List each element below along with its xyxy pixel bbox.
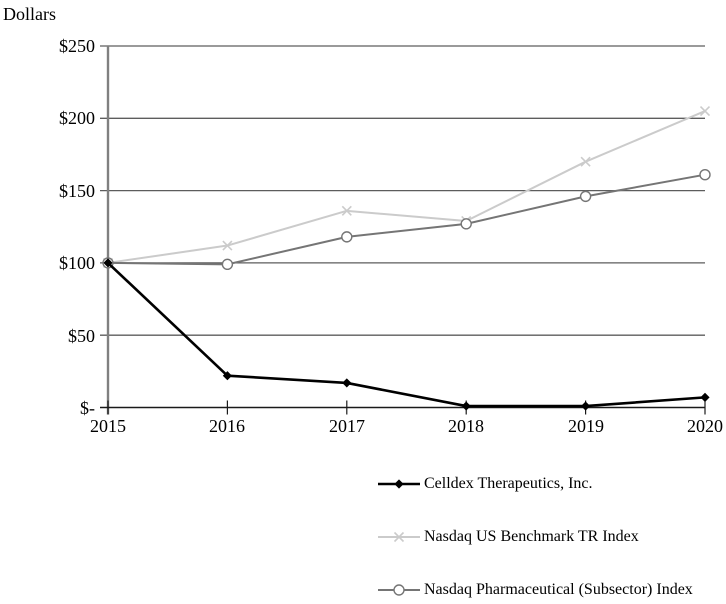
y-tick-label-250: $250 <box>59 36 95 56</box>
marker-circle <box>393 584 405 596</box>
y-tick-label-100: $100 <box>59 253 95 273</box>
marker-x <box>699 106 711 117</box>
legend-swatch-celldex-diamond-icon <box>378 479 420 489</box>
y-tick-label-150: $150 <box>59 181 95 201</box>
marker-diamond <box>461 401 471 411</box>
marker-circle <box>341 231 353 243</box>
marker-x <box>580 156 591 167</box>
legend-label-benchmark: Nasdaq US Benchmark TR Index <box>424 528 639 545</box>
legend-swatch-pharma-circle-icon <box>378 584 420 596</box>
series-0 <box>103 258 710 411</box>
x-tick-label-2017: 2017 <box>329 416 365 436</box>
y-tick-label-200: $200 <box>59 108 95 128</box>
y-axis-title: Dollars <box>3 4 56 24</box>
legend-label-celldex: Celldex Therapeutics, Inc. <box>424 475 593 492</box>
marker-circle <box>221 258 234 271</box>
x-tick-label-2018: 2018 <box>448 416 484 436</box>
legend-item-pharma: Nasdaq Pharmaceutical (Subsector) Index <box>377 580 693 600</box>
series-line-1 <box>107 110 706 264</box>
marker-circle <box>579 190 592 203</box>
series-line-0 <box>107 261 706 408</box>
marker-diamond <box>581 401 591 411</box>
x-tick-label-2020: 2020 <box>687 416 723 436</box>
legend-swatch-benchmark-x-icon <box>378 531 420 543</box>
marker-circle <box>699 168 711 181</box>
x-tick-label-2015: 2015 <box>90 416 126 436</box>
marker-diamond <box>222 371 232 381</box>
marker-x <box>341 205 352 216</box>
legend-item-benchmark: Nasdaq US Benchmark TR Index <box>377 527 693 547</box>
marker-diamond <box>700 392 710 402</box>
y-tick-label-50: $50 <box>68 326 95 346</box>
marker-circle <box>460 218 472 230</box>
marker-diamond <box>342 378 352 388</box>
legend: Celldex Therapeutics, Inc. Nasdaq US Ben… <box>377 474 693 604</box>
marker-x <box>393 531 405 543</box>
series-line-2 <box>107 173 706 266</box>
legend-item-celldex: Celldex Therapeutics, Inc. <box>377 474 693 494</box>
x-tick-label-2016: 2016 <box>209 416 245 436</box>
y-tick-label-0: $- <box>80 398 95 418</box>
series-1 <box>102 106 711 268</box>
marker-diamond <box>103 258 113 268</box>
legend-label-pharma: Nasdaq Pharmaceutical (Subsector) Index <box>424 581 693 598</box>
series-2 <box>102 168 711 271</box>
marker-diamond <box>394 479 404 489</box>
x-tick-label-2019: 2019 <box>568 416 604 436</box>
marker-x <box>222 240 233 251</box>
